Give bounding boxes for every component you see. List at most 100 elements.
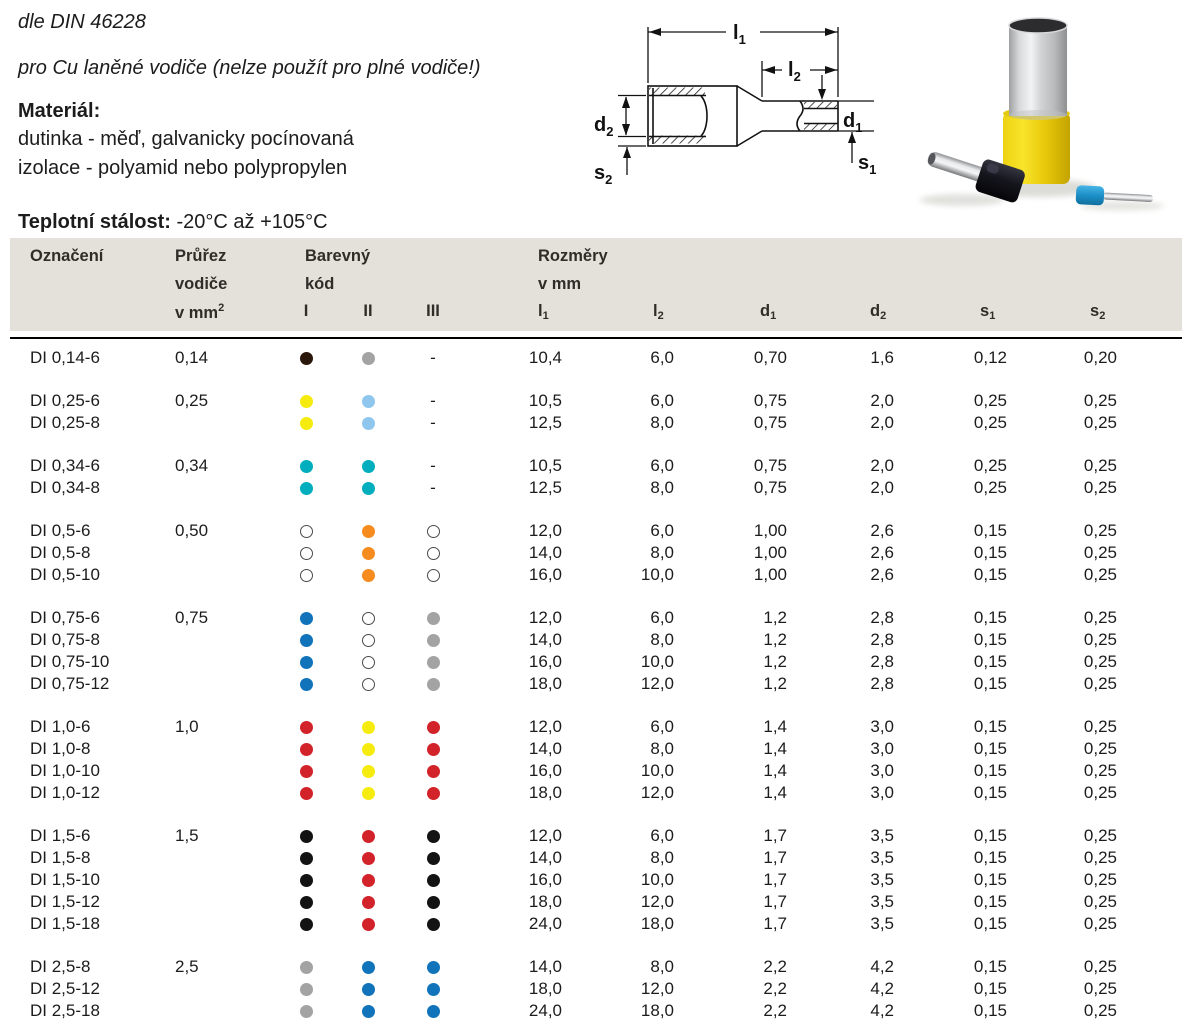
row-designation: DI 0,75-8: [30, 630, 100, 649]
dim-value: 0,25: [1083, 521, 1117, 540]
color-code-cell-I: [275, 481, 337, 495]
dim-value: 3,0: [870, 783, 894, 802]
row-designation: DI 1,5-12: [30, 892, 100, 911]
dim-value: 18,0: [528, 892, 562, 911]
header-dim-s1: s1: [980, 302, 996, 322]
color-code-cell-III: [399, 655, 467, 669]
color-dot-blue: [361, 1004, 375, 1018]
no-color-dash: -: [430, 478, 436, 497]
color-code-cell-III: [399, 633, 467, 647]
color-code-cell-II: [337, 895, 399, 909]
row-designation: DI 1,5-8: [30, 848, 91, 867]
color-code-cell-I: [275, 851, 337, 865]
row-cross-section: 0,50: [175, 521, 209, 540]
dim-value: 14,0: [528, 630, 562, 649]
color-dot-black: [299, 917, 313, 931]
row-designation: DI 0,5-6: [30, 521, 91, 540]
dim-value: 18,0: [640, 914, 674, 933]
row-designation: DI 1,0-6: [30, 717, 91, 736]
color-dot-grey: [361, 351, 375, 365]
color-dot-grey: [426, 633, 440, 647]
dim-value: 0,25: [1083, 1001, 1117, 1020]
header-cross-1: Průřez: [175, 247, 227, 265]
diagram-label-s1: s1: [858, 152, 876, 177]
color-code-cell-III: [399, 677, 467, 691]
material-line-1: dutinka - měď, galvanicky pocínovaná: [18, 128, 354, 150]
dim-value: 1,00: [753, 565, 787, 584]
color-code-cell-I: [275, 786, 337, 800]
color-dot-turquoise: [361, 459, 375, 473]
dim-value: 18,0: [640, 1001, 674, 1020]
table-row: DI 1,5-18 24,0 18,0 1,7 3,5 0,15 0,25: [10, 913, 1182, 935]
color-dot-white: [426, 546, 440, 560]
color-code-cell-II: [337, 677, 399, 691]
dim-value: 12,5: [528, 478, 562, 497]
dim-value: 0,12: [973, 348, 1007, 367]
subtitle-line: pro Cu laněné vodiče (nelze použít pro p…: [18, 57, 481, 79]
dim-value: 0,25: [973, 391, 1007, 410]
color-dot-turquoise: [299, 459, 313, 473]
dim-value: 6,0: [650, 826, 674, 845]
color-dot-red: [361, 851, 375, 865]
dim-value: 10,4: [528, 348, 562, 367]
color-code-cell-II: [337, 459, 399, 473]
dim-value: 8,0: [650, 957, 674, 976]
dim-value: 0,15: [973, 630, 1007, 649]
table-row: DI 1,0-6 1,0 12,0 6,0 1,4 3,0 0,15 0,25: [10, 716, 1182, 738]
row-designation: DI 1,5-10: [30, 870, 100, 889]
color-code-cell-I: [275, 895, 337, 909]
dim-value: 2,2: [763, 1001, 787, 1020]
dim-value: 18,0: [528, 979, 562, 998]
color-dot-black: [299, 895, 313, 909]
row-designation: DI 0,5-10: [30, 565, 100, 584]
dim-value: 0,75: [753, 478, 787, 497]
row-cross-section: 0,75: [175, 608, 209, 627]
color-dot-blue: [361, 960, 375, 974]
header-color-2: kód: [305, 275, 335, 293]
color-code-cell-II: [337, 1004, 399, 1018]
shadow: [920, 194, 1004, 206]
color-code-cell-I: [275, 416, 337, 430]
color-code-cell-III: [399, 917, 467, 931]
dim-value: 0,25: [1083, 739, 1117, 758]
dim-value: 8,0: [650, 630, 674, 649]
color-code-cell-II: [337, 982, 399, 996]
temperature-line: Teplotní stálost: -20°C až +105°C: [18, 210, 578, 234]
row-designation: DI 0,14-6: [30, 348, 100, 367]
dim-value: 0,25: [1083, 630, 1117, 649]
row-designation: DI 1,0-12: [30, 783, 100, 802]
intro-block: dle DIN 46228 pro Cu laněné vodiče (nelz…: [18, 10, 578, 234]
table-row: DI 2,5-12 18,0 12,0 2,2 4,2 0,15 0,25: [10, 978, 1182, 1000]
color-code-cell-III: [399, 611, 467, 625]
color-code-cell-III: [399, 829, 467, 843]
row-cross-section: 1,0: [175, 717, 199, 736]
color-code-cell-I: [275, 742, 337, 756]
dim-value: 2,8: [870, 608, 894, 627]
table-row: DI 0,25-8 - 12,5 8,0 0,75 2,0 0,25 0,25: [10, 412, 1182, 434]
color-code-cell-II: [337, 481, 399, 495]
color-dot-grey: [299, 982, 313, 996]
dim-value: 0,25: [1083, 674, 1117, 693]
dim-value: 2,2: [763, 957, 787, 976]
temperature-label: Teplotní stálost:: [18, 211, 171, 233]
color-dot-white: [361, 611, 375, 625]
color-code-cell-III: [399, 786, 467, 800]
dim-value: 12,0: [640, 674, 674, 693]
dim-value: 0,25: [1083, 826, 1117, 845]
dim-value: 1,2: [763, 674, 787, 693]
row-cross-section: 0,14: [175, 348, 209, 367]
header-dim-d2: d2: [870, 302, 887, 322]
dim-value: 0,15: [973, 674, 1007, 693]
color-dot-lightblue: [361, 416, 375, 430]
dim-value: 12,0: [640, 892, 674, 911]
dim-value: 0,75: [753, 456, 787, 475]
dim-value: 8,0: [650, 739, 674, 758]
dim-value: 0,75: [753, 391, 787, 410]
color-dot-black: [426, 895, 440, 909]
dim-value: 0,25: [1083, 979, 1117, 998]
color-code-cell-II: [337, 786, 399, 800]
color-dot-orange: [361, 524, 375, 538]
dim-value: 1,2: [763, 608, 787, 627]
dim-value: 10,0: [640, 870, 674, 889]
